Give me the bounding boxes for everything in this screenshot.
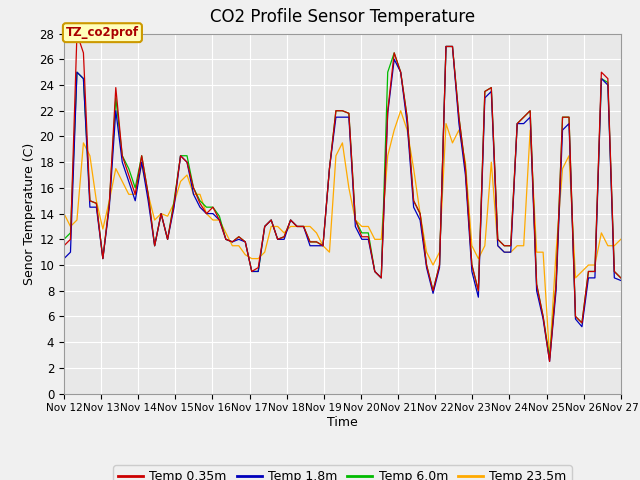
X-axis label: Time: Time	[327, 416, 358, 429]
Title: CO2 Profile Sensor Temperature: CO2 Profile Sensor Temperature	[210, 9, 475, 26]
Text: TZ_co2prof: TZ_co2prof	[66, 26, 139, 39]
Y-axis label: Senor Temperature (C): Senor Temperature (C)	[24, 143, 36, 285]
Legend: Temp 0.35m, Temp 1.8m, Temp 6.0m, Temp 23.5m: Temp 0.35m, Temp 1.8m, Temp 6.0m, Temp 2…	[113, 465, 572, 480]
